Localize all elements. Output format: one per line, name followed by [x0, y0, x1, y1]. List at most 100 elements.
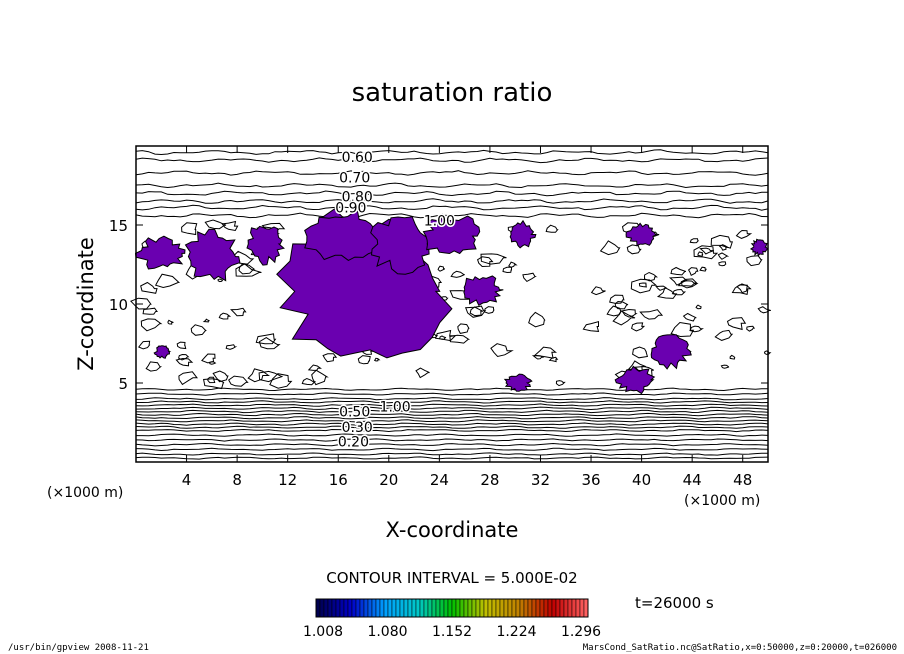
contour-label: 1.00 [380, 400, 411, 416]
contour-label: 0.70 [339, 171, 370, 187]
small-contour [476, 256, 494, 268]
x-tick-label: 4 [182, 471, 192, 489]
small-contour [140, 281, 158, 294]
contour-lines [130, 149, 772, 460]
colorbar-swatch [543, 598, 549, 618]
small-contour [508, 261, 518, 268]
colorbar-swatch [371, 598, 377, 618]
colorbar-swatch [447, 598, 453, 618]
colorbar-swatch [491, 598, 497, 618]
small-contour [548, 356, 559, 363]
x-tick-label: 8 [232, 471, 242, 489]
upper-contour-line [135, 157, 769, 164]
lower-contour-line [135, 406, 769, 411]
supersaturated-region [153, 345, 172, 359]
small-contour [668, 276, 688, 286]
colorbar-swatch [463, 598, 469, 618]
small-contour [718, 261, 727, 267]
colorbar-tick-label: 1.296 [561, 624, 601, 640]
colorbar-swatch [395, 598, 401, 618]
supersaturated-region [463, 275, 504, 307]
upper-contour-line [135, 198, 769, 204]
small-contour [307, 364, 322, 371]
colorbar-swatch [343, 598, 349, 618]
small-contour [621, 308, 638, 318]
lower-contour-line [135, 428, 769, 433]
small-contour [449, 334, 471, 344]
small-contour [699, 266, 707, 272]
small-contour [217, 278, 224, 283]
contour-label: 0.50 [339, 404, 370, 420]
supersaturated-region [370, 216, 434, 275]
lower-contour-line [135, 438, 769, 442]
colorbar-swatch [575, 598, 581, 618]
supersaturated-region [614, 365, 656, 395]
upper-contour-line [135, 212, 769, 219]
supersaturated-region [749, 238, 769, 257]
small-contour [175, 357, 194, 367]
small-contour [207, 376, 216, 384]
colorbar-swatch [551, 598, 557, 618]
colorbar-swatch [427, 598, 433, 618]
contour-interval-text: CONTOUR INTERVAL = 5.000E-02 [326, 569, 577, 587]
small-contour [457, 323, 470, 334]
x-tick-label: 24 [430, 471, 449, 489]
colorbar-swatch [547, 598, 553, 618]
small-contour [469, 306, 484, 317]
colorbar-swatch [507, 598, 513, 618]
colorbar-swatch [319, 598, 325, 618]
small-contour [238, 263, 256, 275]
colorbar-swatch [347, 598, 353, 618]
supersaturated-region [503, 373, 533, 392]
small-contour [178, 371, 199, 386]
x-tick-label: 32 [531, 471, 550, 489]
small-contour [502, 266, 512, 274]
contour-labels: 0.60 0.70 0.800.90 1.00 1.00 0.500.300.20 [334, 149, 457, 452]
contour-label: 0.20 [338, 434, 369, 450]
small-contour [718, 244, 730, 251]
small-contour [710, 234, 733, 249]
small-contour [655, 285, 667, 291]
colorbar-swatch [479, 598, 485, 618]
lower-contour-line [135, 412, 769, 417]
small-contour [209, 361, 217, 365]
small-contour [545, 224, 559, 233]
colorbar-swatch [363, 598, 369, 618]
small-contour [178, 353, 190, 361]
small-contour [322, 353, 338, 363]
small-contour [176, 341, 187, 350]
contour-label: 0.80 [342, 190, 373, 206]
supersaturated-region [246, 225, 285, 266]
small-contour [142, 307, 158, 315]
small-contour [490, 343, 514, 358]
small-contour [212, 370, 229, 383]
small-contour [450, 270, 465, 278]
upper-contour-line [135, 170, 769, 176]
colorbar-swatch [503, 598, 509, 618]
upper-contour-line [135, 190, 769, 197]
supersaturated-region [625, 222, 659, 247]
colorbar-swatch [559, 598, 565, 618]
colorbar-swatch [563, 598, 569, 618]
colorbar-swatch [339, 598, 345, 618]
small-contour [373, 357, 381, 362]
colorbar-swatch [443, 598, 449, 618]
upper-contour-line [135, 149, 769, 156]
x-axis: 4 8 12 16 20 24 28 32 36 40 44 48 [182, 146, 752, 489]
colorbar-tick-label: 1.080 [367, 624, 407, 640]
colorbar-swatch [471, 598, 477, 618]
small-contour [522, 272, 537, 283]
small-contour [720, 364, 730, 369]
small-contour [746, 325, 756, 332]
colorbar-tick-label: 1.152 [432, 624, 472, 640]
x-tick-label: 28 [480, 471, 499, 489]
lower-contour-line [135, 403, 769, 407]
small-contour [311, 369, 329, 386]
colorbar-swatch [323, 598, 329, 618]
lower-contour-line [135, 447, 769, 452]
x-tick-label: 48 [733, 471, 752, 489]
small-contour [225, 344, 238, 350]
colorbar-swatch [327, 598, 333, 618]
x-axis-unit: (×1000 m) [684, 493, 760, 509]
small-contour [746, 255, 763, 267]
